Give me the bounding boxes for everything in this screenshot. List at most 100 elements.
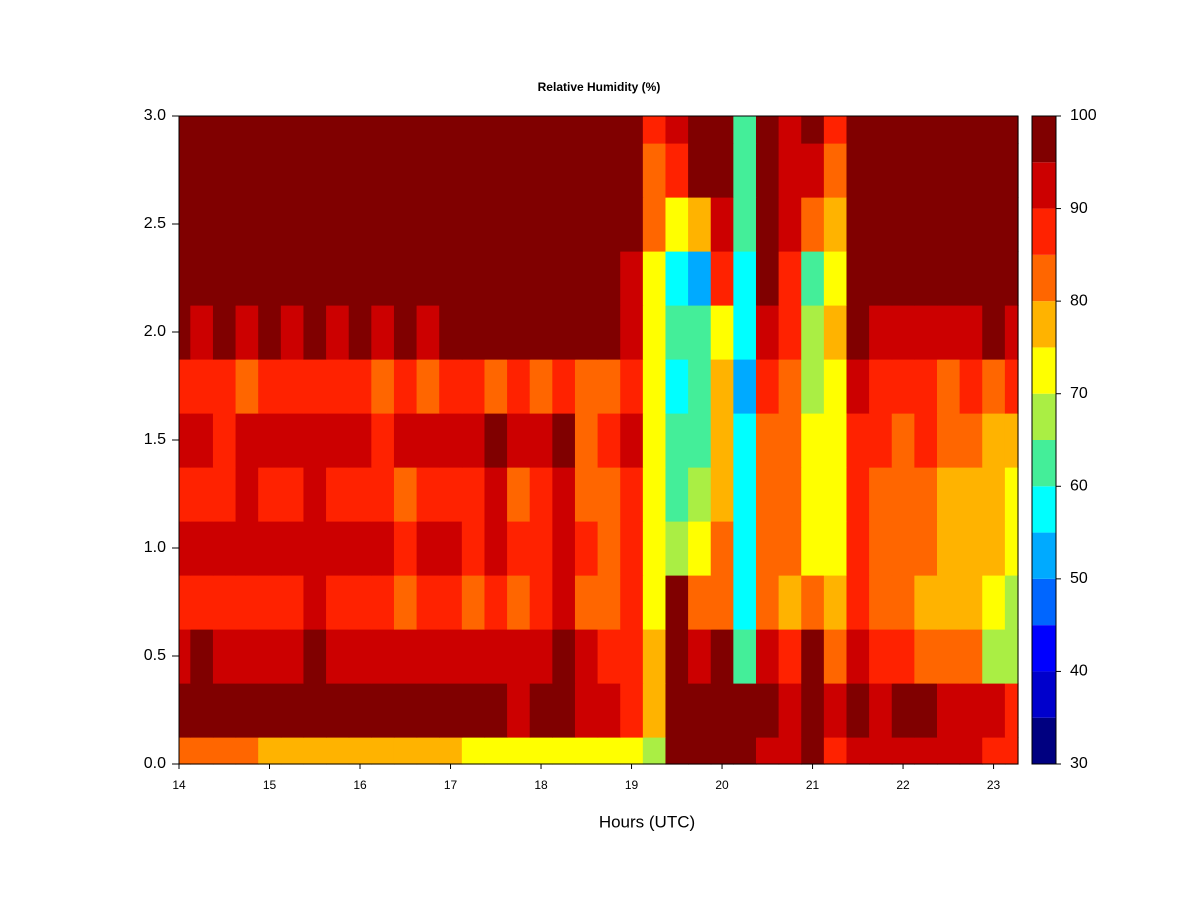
contour-cell	[688, 143, 712, 198]
contour-cell	[642, 467, 667, 522]
contour-cell	[823, 143, 848, 198]
contour-cell	[733, 143, 757, 198]
contour-cell	[190, 251, 214, 306]
contour-cell	[393, 251, 418, 306]
contour-cell	[574, 251, 599, 306]
contour-cell	[733, 197, 757, 252]
contour-cell	[529, 359, 553, 414]
contour-cell	[801, 116, 825, 144]
contour-cell	[552, 197, 576, 252]
contour-cell	[846, 251, 870, 306]
colorbar-tick-label: 100	[1070, 107, 1097, 124]
contour-cell	[665, 413, 689, 468]
contour-cell	[552, 737, 576, 765]
contour-cell	[846, 737, 870, 765]
contour-cell	[439, 197, 463, 252]
contour-cell	[959, 413, 983, 468]
colorbar-tick-label: 30	[1070, 755, 1088, 772]
contour-cell	[212, 305, 237, 360]
contour-cell	[303, 521, 327, 576]
contour-cell	[936, 467, 961, 522]
contour-cell	[529, 143, 553, 198]
contour-cell	[461, 575, 486, 630]
contour-cell	[258, 575, 282, 630]
contour-cell	[778, 575, 802, 630]
contour-cell	[179, 143, 191, 198]
contour-cell	[891, 251, 915, 306]
contour-cell	[280, 629, 305, 684]
contour-cell	[597, 467, 621, 522]
contour-cell	[710, 197, 734, 252]
contour-cell	[258, 629, 282, 684]
contour-cell	[936, 575, 961, 630]
contour-cell	[846, 143, 870, 198]
contour-cell	[461, 683, 486, 738]
contour-cell	[439, 683, 463, 738]
contour-cell	[235, 683, 259, 738]
contour-cell	[258, 467, 282, 522]
contour-cell	[597, 197, 621, 252]
contour-cell	[529, 413, 553, 468]
chart-title: Relative Humidity (%)	[538, 80, 661, 94]
contour-cell	[258, 305, 282, 360]
contour-cell	[529, 575, 553, 630]
contour-cell	[936, 251, 961, 306]
contour-cell	[552, 359, 576, 414]
contour-cell	[552, 143, 576, 198]
contour-cell	[461, 305, 486, 360]
contour-cell	[371, 575, 395, 630]
contour-cell	[507, 197, 531, 252]
contour-cell	[393, 305, 418, 360]
contour-cell	[212, 737, 237, 765]
contour-cell	[507, 629, 531, 684]
contour-cell	[801, 197, 825, 252]
contour-cell	[778, 143, 802, 198]
contour-cell	[688, 629, 712, 684]
contour-cell	[280, 359, 305, 414]
contour-cell	[891, 116, 915, 144]
contour-cell	[801, 413, 825, 468]
contour-cell	[574, 683, 599, 738]
contour-cell	[393, 116, 418, 144]
x-tick-label: 16	[353, 778, 367, 792]
contour-cell	[891, 197, 915, 252]
contour-cell	[529, 467, 553, 522]
contour-cell	[688, 683, 712, 738]
contour-cell	[484, 359, 508, 414]
contour-cell	[914, 683, 938, 738]
contour-cell	[258, 143, 282, 198]
contour-cell	[507, 683, 531, 738]
contour-cell	[869, 629, 893, 684]
contour-cell	[574, 575, 599, 630]
contour-cell	[914, 467, 938, 522]
contour-cell	[982, 413, 1006, 468]
y-tick-label: 0.5	[144, 647, 166, 664]
contour-cell	[552, 251, 576, 306]
contour-cell	[914, 629, 938, 684]
contour-cell	[959, 467, 983, 522]
contour-cell	[869, 683, 893, 738]
contour-cell	[733, 629, 757, 684]
contour-cell	[461, 197, 486, 252]
contour-cell	[416, 683, 440, 738]
contour-cell	[959, 251, 983, 306]
contour-cell	[823, 683, 848, 738]
contour-cell	[755, 197, 780, 252]
contour-cell	[348, 575, 372, 630]
contour-cell	[688, 413, 712, 468]
contour-cell	[371, 116, 395, 144]
contour-cell	[574, 413, 599, 468]
contour-cell	[235, 575, 259, 630]
contour-cell	[235, 251, 259, 306]
x-tick-label: 22	[896, 778, 910, 792]
contour-cell	[778, 359, 802, 414]
contour-cell	[869, 359, 893, 414]
contour-cell	[982, 683, 1006, 738]
contour-cell	[914, 197, 938, 252]
contour-cell	[348, 467, 372, 522]
contour-cell	[439, 359, 463, 414]
contour-cell	[982, 467, 1006, 522]
contour-cell	[959, 197, 983, 252]
contour-cell	[393, 413, 418, 468]
contour-cell	[507, 143, 531, 198]
